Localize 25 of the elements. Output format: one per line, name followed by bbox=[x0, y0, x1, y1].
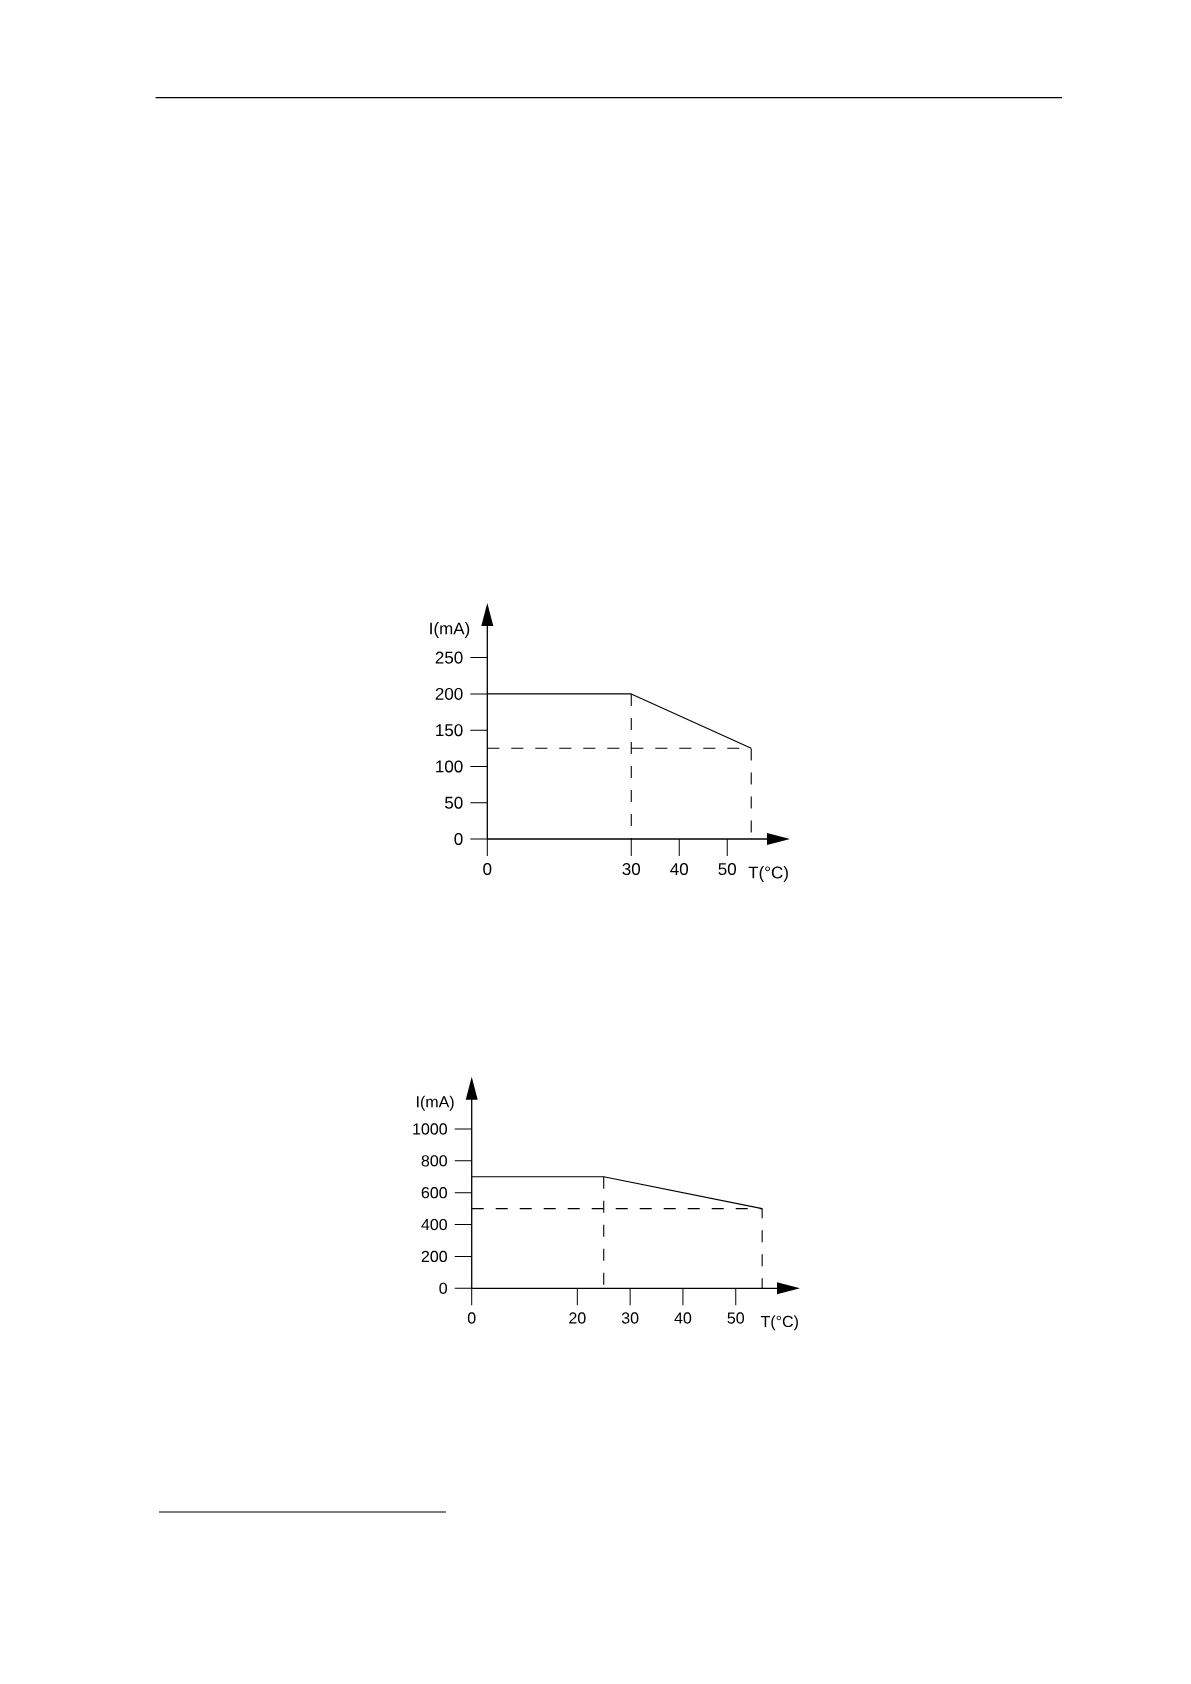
x-tick-label: 20 bbox=[569, 1312, 586, 1324]
y-tick-label: 1000 bbox=[413, 1123, 448, 1135]
x-tick-label: 30 bbox=[621, 1312, 639, 1324]
x-tick-label: 40 bbox=[670, 863, 689, 876]
x-tick-label: 0 bbox=[483, 863, 492, 876]
y-tick-label: 200 bbox=[421, 1250, 448, 1263]
x-tick-label: 50 bbox=[727, 1312, 745, 1324]
y-tick-label: 150 bbox=[436, 724, 463, 737]
x-tick-label: 0 bbox=[467, 1312, 476, 1324]
x-axis-title: T(°C) bbox=[748, 866, 788, 882]
y-axis-title: I(mA) bbox=[417, 1095, 454, 1111]
x-axis-title: T(°C) bbox=[760, 1315, 798, 1331]
x-tick-label: 40 bbox=[674, 1312, 692, 1324]
y-tick-label: 800 bbox=[421, 1155, 448, 1167]
y-tick-label: 400 bbox=[421, 1218, 448, 1231]
x-tick-label: 30 bbox=[622, 863, 641, 876]
y-axis-title: I(mA) bbox=[430, 622, 470, 638]
y-tick-label: 600 bbox=[421, 1187, 448, 1199]
y-tick-label: 100 bbox=[436, 760, 463, 773]
y-tick-label: 50 bbox=[445, 796, 463, 809]
y-tick-label: 0 bbox=[439, 1282, 448, 1294]
y-tick-label: 200 bbox=[435, 687, 463, 700]
y-tick-label: 250 bbox=[435, 651, 463, 664]
x-tick-label: 50 bbox=[718, 863, 737, 876]
y-tick-label: 0 bbox=[454, 832, 463, 845]
